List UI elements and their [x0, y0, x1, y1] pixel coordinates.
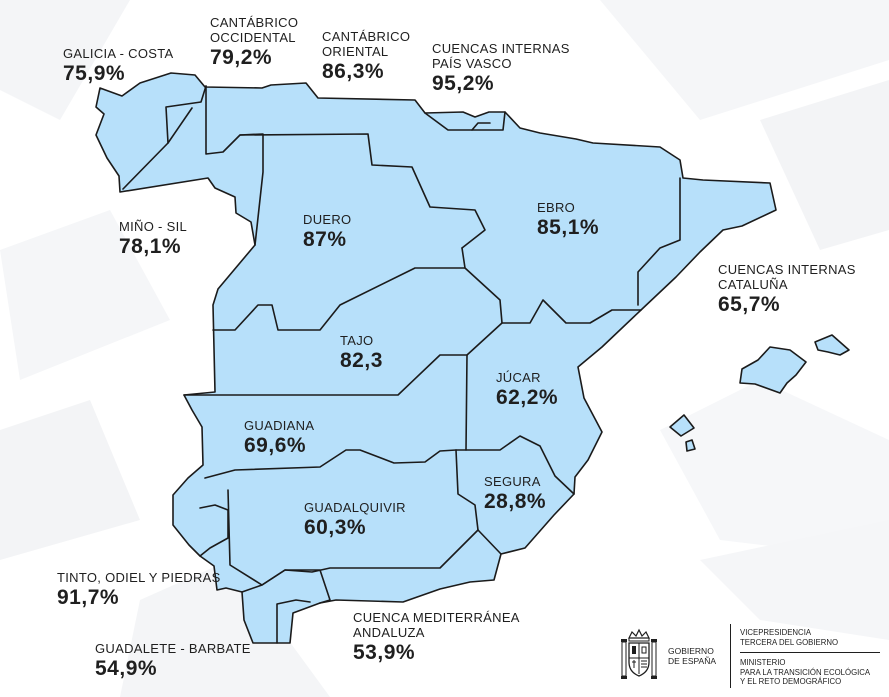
label-galicia-costa: GALICIA - COSTA 75,9%: [63, 46, 173, 84]
coat-of-arms-icon: [621, 628, 657, 679]
basin-value: 79,2%: [210, 46, 273, 69]
mallorca-island: [739, 346, 807, 394]
formentera-island: [685, 439, 696, 452]
label-cuencas-internas-cataluna: CUENCAS INTERNAS CATALUÑA 65,7%: [718, 262, 856, 315]
basin-name: ORIENTAL: [322, 44, 389, 59]
basin-value: 95,2%: [432, 72, 495, 95]
logo-divider: [730, 624, 731, 688]
basin-name: EBRO: [537, 200, 576, 215]
ministerio-line: MINISTERIO: [740, 658, 786, 667]
basin-value: 54,9%: [95, 657, 158, 680]
basin-name: GUADALQUIVIR: [304, 500, 406, 515]
basin-name: PAÍS VASCO: [432, 56, 512, 71]
ministerio-line: Y EL RETO DEMOGRÁFICO: [740, 677, 842, 686]
basin-name: CATALUÑA: [718, 277, 788, 292]
label-segura: SEGURA 28,8%: [484, 474, 546, 512]
ministerio-line: PARA LA TRANSICIÓN ECOLÓGICA: [740, 667, 871, 677]
basin-name: CANTÁBRICO: [210, 15, 299, 30]
gobierno-de-espana-text: GOBIERNO DE ESPAÑA: [668, 646, 716, 666]
basin-value: 78,1%: [119, 235, 182, 258]
basin-value: 62,2%: [496, 386, 559, 409]
basin-value: 75,9%: [63, 62, 126, 85]
label-tajo: TAJO 82,3: [340, 333, 383, 371]
basin-value: 53,9%: [353, 641, 416, 664]
ministerio-text: MINISTERIO PARA LA TRANSICIÓN ECOLÓGICA …: [740, 658, 870, 687]
label-guadalquivir: GUADALQUIVIR 60,3%: [304, 500, 406, 538]
label-duero: DUERO 87%: [303, 212, 351, 250]
label-guadalete-barbate: GUADALETE - BARBATE 54,9%: [95, 641, 251, 679]
basin-name: CUENCAS INTERNAS: [718, 262, 856, 277]
label-cuencas-internas-pais-vasco: CUENCAS INTERNAS PAÍS VASCO 95,2%: [432, 41, 570, 94]
label-ebro: EBRO 85,1%: [537, 200, 599, 238]
ibiza-island: [669, 414, 695, 437]
vice-line: VICEPRESIDENCIA: [740, 628, 812, 637]
basin-value: 82,3: [340, 349, 383, 372]
gobierno-line: GOBIERNO: [668, 646, 714, 656]
basin-name: ANDALUZA: [353, 625, 425, 640]
label-cuenca-mediterranea-andaluza: CUENCA MEDITERRÁNEA ANDALUZA 53,9%: [353, 610, 520, 663]
basin-value: 60,3%: [304, 516, 367, 539]
basin-name: SEGURA: [484, 474, 541, 489]
basin-name: OCCIDENTAL: [210, 30, 296, 45]
basin-name: GUADALETE - BARBATE: [95, 641, 251, 656]
label-cantabrico-oriental: CANTÁBRICO ORIENTAL 86,3%: [322, 29, 410, 82]
menorca-island: [814, 334, 850, 356]
label-mino-sil: MIÑO - SIL 78,1%: [119, 219, 187, 257]
vicepresidencia-text: VICEPRESIDENCIA TERCERA DEL GOBIERNO: [740, 628, 838, 647]
basin-name: GALICIA - COSTA: [63, 46, 174, 61]
basin-name: CUENCAS INTERNAS: [432, 41, 570, 56]
basin-name: TINTO, ODIEL Y PIEDRAS: [57, 570, 221, 585]
label-tinto-odiel-piedras: TINTO, ODIEL Y PIEDRAS 91,7%: [57, 570, 221, 608]
government-logo: GOBIERNO DE ESPAÑA VICEPRESIDENCIA TERCE…: [612, 622, 889, 694]
vice-line: TERCERA DEL GOBIERNO: [740, 637, 839, 647]
basin-value: 28,8%: [484, 490, 547, 513]
basin-value: 85,1%: [537, 216, 600, 239]
basin-value: 65,7%: [718, 293, 781, 316]
basin-name: TAJO: [340, 333, 374, 348]
logo-divider-horizontal: [740, 652, 880, 653]
label-jucar: JÚCAR 62,2%: [496, 370, 558, 408]
gobierno-line: DE ESPAÑA: [668, 656, 717, 666]
label-cantabrico-occidental: CANTÁBRICO OCCIDENTAL 79,2%: [210, 15, 298, 68]
basin-value: 86,3%: [322, 60, 385, 83]
basin-value: 91,7%: [57, 586, 120, 609]
basin-value: 69,6%: [244, 434, 307, 457]
basin-name: GUADIANA: [244, 418, 315, 433]
basin-value: 87%: [303, 228, 347, 251]
basin-name: JÚCAR: [496, 370, 541, 385]
label-guadiana: GUADIANA 69,6%: [244, 418, 314, 456]
basin-name: MIÑO - SIL: [119, 219, 188, 234]
basin-name: CANTÁBRICO: [322, 29, 411, 44]
basin-name: CUENCA MEDITERRÁNEA: [353, 610, 520, 625]
basin-name: DUERO: [303, 212, 352, 227]
